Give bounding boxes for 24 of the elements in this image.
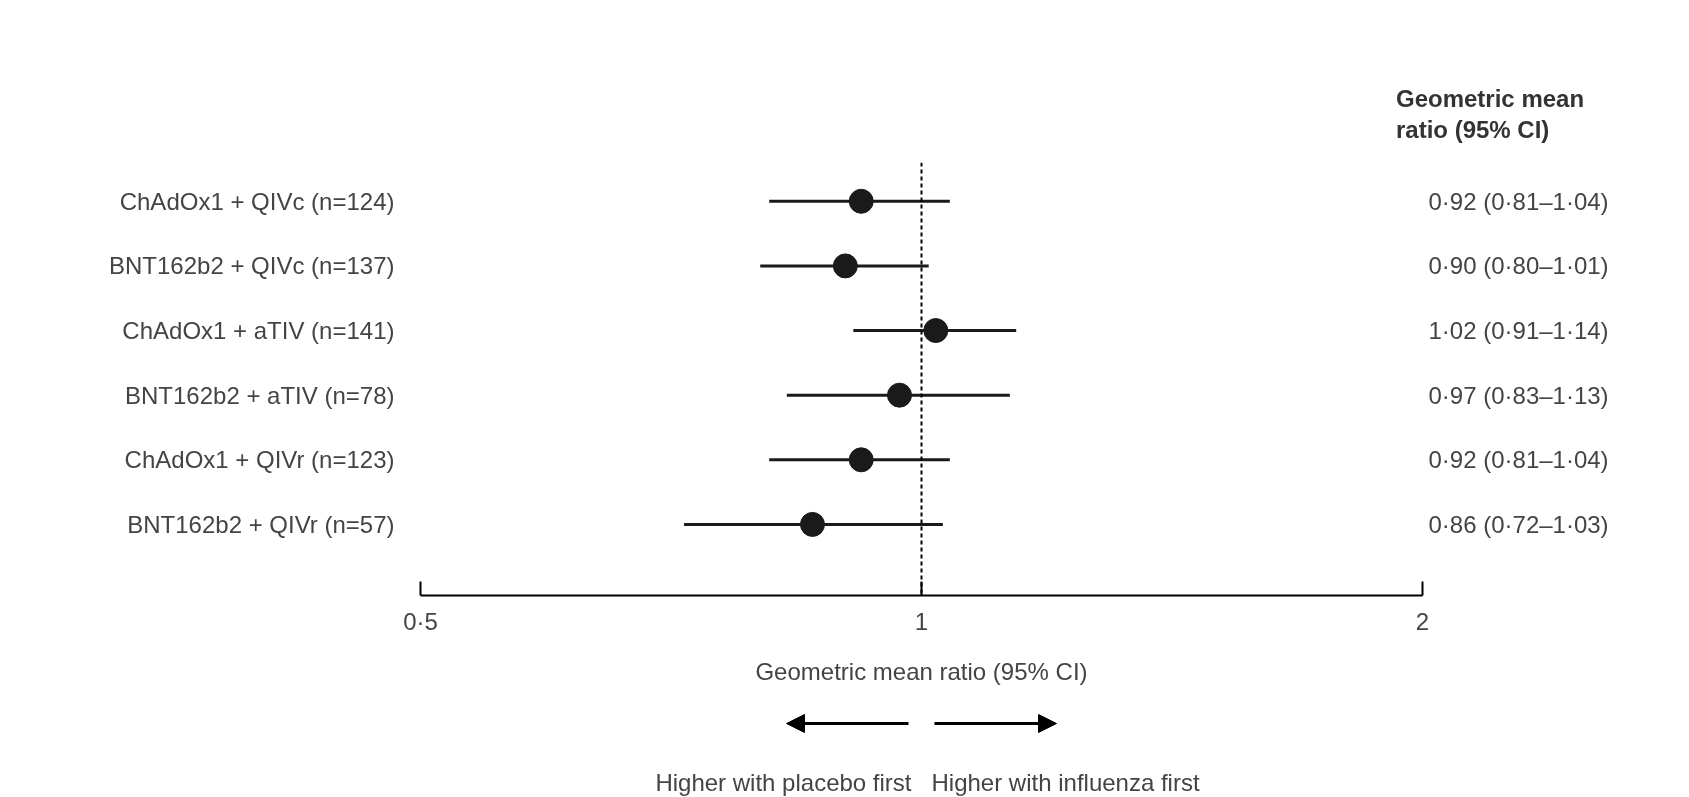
data-label: 0·92 (0·81–1·04) xyxy=(1428,446,1609,474)
text: Higher with influenza first xyxy=(931,768,1200,796)
x-tick-label: 0·5 xyxy=(403,607,438,635)
x-axis-title: Geometric mean ratio (95% CI) xyxy=(755,657,1088,685)
y-tick-label: BNT162b2 + aTIV (n=78) xyxy=(125,381,395,409)
text: Higher with placebo first xyxy=(655,768,912,796)
point xyxy=(886,382,912,408)
y-tick-label: BNT162b2 + QIVc (n=137) xyxy=(109,252,395,280)
y-tick-label: ChAdOx1 + aTIV (n=141) xyxy=(122,317,395,345)
data-label: 0·97 (0·83–1·13) xyxy=(1428,381,1609,409)
x-tick-label: 2 xyxy=(1415,607,1430,635)
data-label: 0·92 (0·81–1·04) xyxy=(1428,187,1609,215)
y-tick-label: BNT162b2 + QIVr (n=57) xyxy=(127,510,395,538)
point xyxy=(848,188,874,214)
point xyxy=(848,447,874,473)
x-tick-label: 1 xyxy=(914,607,929,635)
y-tick-label: ChAdOx1 + QIVr (n=123) xyxy=(124,446,395,474)
point xyxy=(923,318,949,344)
point xyxy=(832,253,858,279)
y-tick-label: ChAdOx1 + QIVc (n=124) xyxy=(119,187,395,215)
data-label: 0·86 (0·72–1·03) xyxy=(1428,510,1609,538)
data-label: 0·90 (0·80–1·01) xyxy=(1428,252,1609,280)
data-label: 1·02 (0·91–1·14) xyxy=(1428,317,1609,345)
text: Geometric mean ratio (95% CI) xyxy=(1396,84,1585,146)
